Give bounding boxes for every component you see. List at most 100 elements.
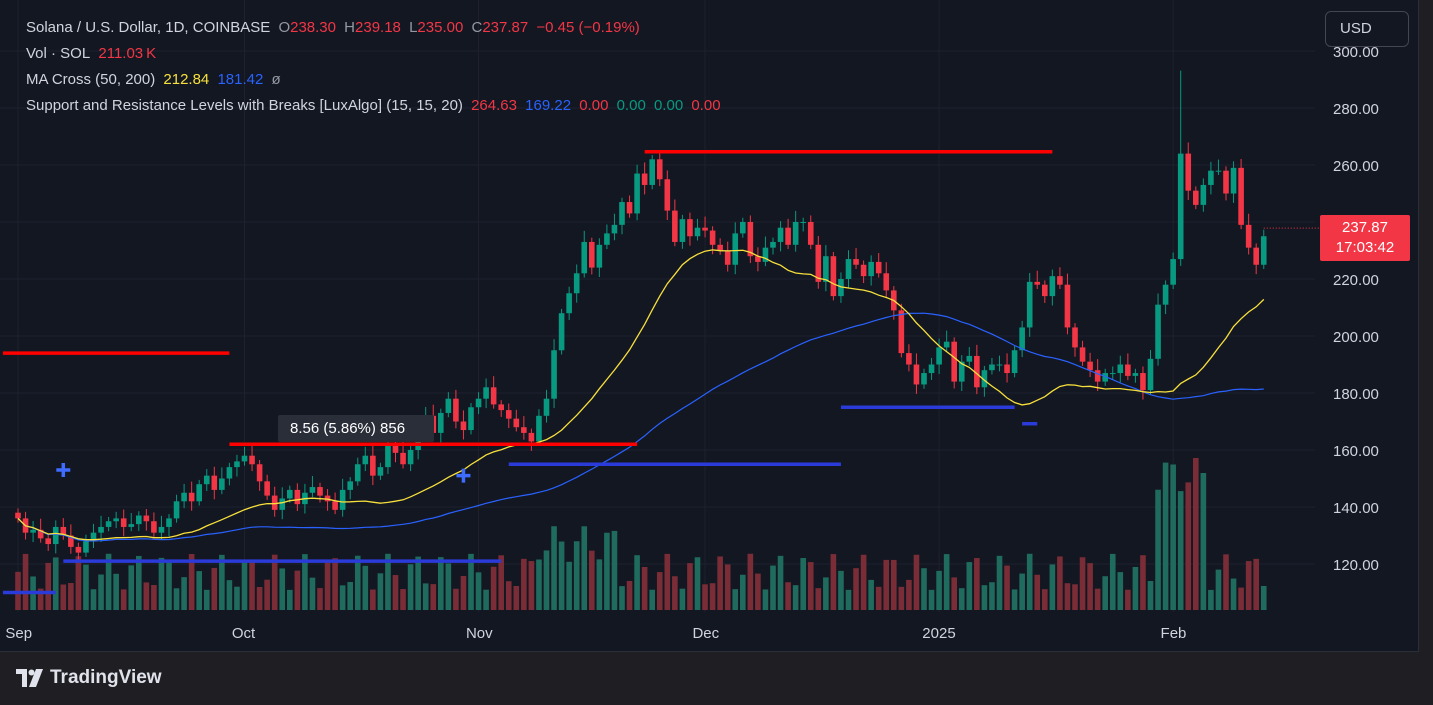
hidden-eye-icon[interactable]: ø bbox=[271, 71, 281, 88]
candle-body bbox=[400, 452, 406, 465]
volume-bar bbox=[868, 579, 874, 610]
candle-body bbox=[1155, 304, 1161, 359]
volume-bar bbox=[264, 579, 270, 610]
volume-bar bbox=[453, 588, 459, 610]
candle-body bbox=[1004, 364, 1010, 374]
volume-bar bbox=[1011, 589, 1018, 610]
candle-body bbox=[287, 489, 293, 499]
candle-body bbox=[143, 515, 150, 522]
volume-bar bbox=[551, 526, 557, 610]
volume-bar bbox=[226, 580, 233, 610]
candle-body bbox=[921, 373, 927, 385]
volume-bar bbox=[430, 584, 437, 610]
symbol-legend[interactable]: Solana / U.S. Dollar, 1D, COINBASE O238.… bbox=[26, 19, 644, 37]
volume-bar bbox=[422, 583, 429, 610]
candle-body bbox=[256, 464, 263, 482]
volume-bar bbox=[958, 588, 965, 610]
brand-name: TradingView bbox=[50, 667, 162, 688]
volume-bar bbox=[521, 558, 527, 610]
candle-body bbox=[762, 247, 769, 262]
candle-body bbox=[294, 489, 301, 505]
volume-bar bbox=[22, 553, 29, 610]
candle-body bbox=[1132, 373, 1139, 376]
candle-body bbox=[649, 159, 655, 185]
ma-cross-label: MA Cross (50, 200) bbox=[26, 71, 156, 88]
currency-button[interactable]: USD bbox=[1325, 11, 1409, 47]
volume-bar bbox=[996, 555, 1003, 610]
high-value: 239.18 bbox=[355, 19, 401, 36]
chart-panel[interactable]: 120.00140.00160.00180.00200.00220.00240.… bbox=[0, 0, 1419, 652]
volume-bar bbox=[1094, 588, 1101, 610]
volume-bar bbox=[234, 586, 240, 610]
candle-body bbox=[883, 273, 890, 291]
candle-body bbox=[347, 481, 353, 490]
volume-bar bbox=[317, 588, 323, 610]
volume-bar bbox=[1208, 589, 1214, 610]
candle-body bbox=[1125, 364, 1131, 376]
candle-body bbox=[128, 524, 135, 527]
volume-bar bbox=[1193, 458, 1199, 610]
price-chart[interactable]: 120.00140.00160.00180.00200.00220.00240.… bbox=[0, 0, 1418, 651]
volume-bar bbox=[1102, 576, 1108, 610]
candle-body bbox=[551, 350, 557, 399]
candle-body bbox=[936, 347, 942, 365]
candle-body bbox=[626, 202, 633, 214]
volume-bar bbox=[1245, 561, 1252, 610]
volume-legend[interactable]: Vol · SOL 211.03 K bbox=[26, 45, 160, 63]
candle-body bbox=[815, 244, 822, 282]
candle-body bbox=[166, 518, 172, 527]
sr-value-5: 0.00 bbox=[653, 97, 684, 114]
volume-bar bbox=[823, 577, 829, 610]
volume-bar bbox=[981, 585, 988, 610]
candle-body bbox=[362, 455, 369, 465]
volume-value: 211.03 K bbox=[98, 45, 157, 62]
volume-bar bbox=[1042, 589, 1048, 610]
volume-bar bbox=[830, 554, 837, 610]
volume-bar bbox=[37, 588, 44, 610]
ma200-line bbox=[17, 312, 1264, 542]
volume-bar bbox=[1185, 482, 1192, 610]
volume-bar bbox=[649, 589, 655, 610]
x-tick-label: Sep bbox=[5, 625, 32, 642]
volume-bar bbox=[589, 550, 595, 610]
last-price-tag: 237.87 17:03:42 bbox=[1320, 215, 1410, 261]
candle-body bbox=[513, 418, 520, 428]
candle-body bbox=[641, 173, 648, 185]
candle-body bbox=[687, 219, 693, 237]
volume-bar bbox=[762, 589, 769, 610]
volume-bar bbox=[332, 558, 338, 610]
volume-bar bbox=[75, 556, 82, 610]
candle-body bbox=[1170, 259, 1176, 285]
volume-bar bbox=[1223, 554, 1229, 610]
candle-body bbox=[75, 546, 82, 553]
volume-bar bbox=[1019, 573, 1025, 610]
volume-bar bbox=[732, 589, 739, 610]
volume-bar bbox=[891, 559, 897, 610]
candle-body bbox=[566, 293, 572, 314]
volume-bar bbox=[853, 568, 859, 610]
volume-bar bbox=[143, 582, 150, 610]
tradingview-brand[interactable]: TradingView bbox=[16, 667, 162, 689]
candle-body bbox=[792, 222, 799, 245]
volume-bar bbox=[1087, 563, 1093, 610]
y-tick-label: 220.00 bbox=[1333, 272, 1379, 289]
candle-body bbox=[800, 222, 806, 223]
candle-body bbox=[898, 310, 905, 354]
candle-body bbox=[1049, 276, 1056, 297]
volume-bar bbox=[241, 559, 248, 610]
candle-body bbox=[52, 526, 59, 545]
volume-bar bbox=[951, 577, 957, 610]
open-label: O bbox=[278, 19, 291, 36]
volume-bar bbox=[279, 568, 286, 610]
volume-bar bbox=[528, 561, 535, 610]
volume-bar bbox=[370, 589, 376, 610]
candle-body bbox=[1042, 284, 1048, 297]
volume-bar bbox=[83, 564, 89, 610]
volume-bar bbox=[626, 580, 633, 610]
candle-body bbox=[83, 541, 89, 553]
x-tick-label: Feb bbox=[1161, 625, 1187, 642]
volume-bar bbox=[883, 559, 890, 610]
candle-body bbox=[181, 492, 187, 502]
ma-cross-legend[interactable]: MA Cross (50, 200) 212.84 181.42 ø bbox=[26, 71, 285, 89]
sr-legend[interactable]: Support and Resistance Levels with Break… bbox=[26, 97, 725, 115]
